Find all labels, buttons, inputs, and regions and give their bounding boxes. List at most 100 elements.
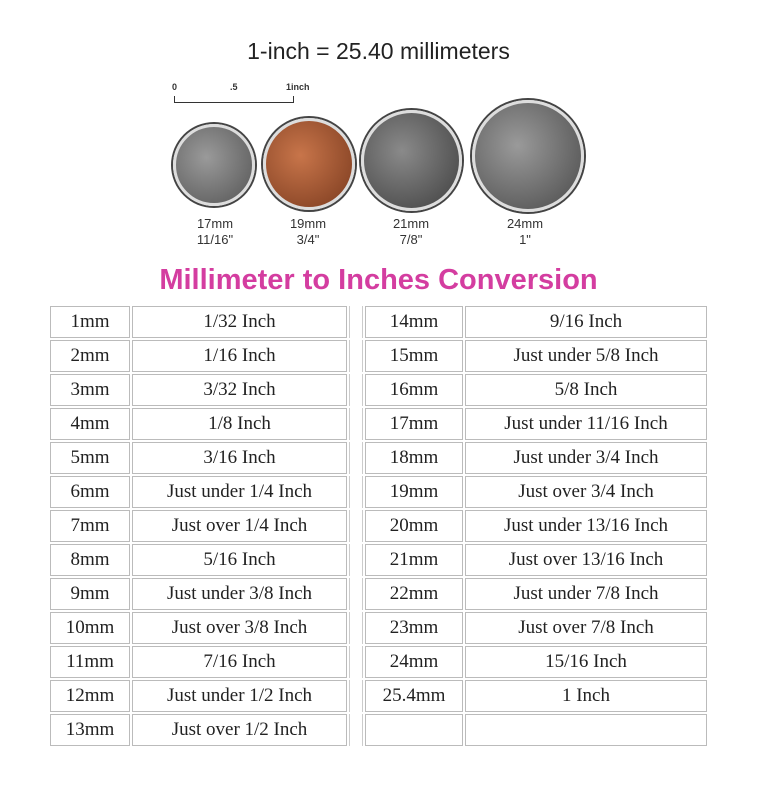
mm-cell: 9mm xyxy=(50,578,130,610)
inch-cell: Just under 3/4 Inch xyxy=(465,442,707,474)
dime-inch: 11/16" xyxy=(196,232,234,247)
column-gap xyxy=(349,714,363,746)
column-gap xyxy=(349,510,363,542)
mm-cell: 20mm xyxy=(365,510,463,542)
inch-cell: Just under 3/8 Inch xyxy=(132,578,347,610)
inch-cell: 7/16 Inch xyxy=(132,646,347,678)
penny-inch: 3/4" xyxy=(296,232,320,247)
mm-cell: 18mm xyxy=(365,442,463,474)
inch-cell xyxy=(465,714,707,746)
inch-cell: 1/16 Inch xyxy=(132,340,347,372)
mm-cell: 11mm xyxy=(50,646,130,678)
column-gap xyxy=(349,306,363,338)
column-gap xyxy=(349,408,363,440)
inch-cell: 1/32 Inch xyxy=(132,306,347,338)
inch-cell: 15/16 Inch xyxy=(465,646,707,678)
quarter-mm: 24mm xyxy=(506,216,544,231)
inch-cell: Just under 7/8 Inch xyxy=(465,578,707,610)
inch-cell: Just over 3/8 Inch xyxy=(132,612,347,644)
mm-cell: 12mm xyxy=(50,680,130,712)
inch-cell: 5/16 Inch xyxy=(132,544,347,576)
column-gap xyxy=(349,442,363,474)
inch-cell: Just under 1/4 Inch xyxy=(132,476,347,508)
mm-cell: 17mm xyxy=(365,408,463,440)
nickel-label: 21mm 7/8" xyxy=(366,216,456,248)
inch-cell: 3/32 Inch xyxy=(132,374,347,406)
mm-cell: 16mm xyxy=(365,374,463,406)
inch-cell: Just under 5/8 Inch xyxy=(465,340,707,372)
scale-bar xyxy=(174,96,294,103)
mm-cell: 4mm xyxy=(50,408,130,440)
mm-cell: 5mm xyxy=(50,442,130,474)
column-gap xyxy=(349,646,363,678)
mm-cell: 3mm xyxy=(50,374,130,406)
inch-cell: Just under 13/16 Inch xyxy=(465,510,707,542)
column-gap xyxy=(349,544,363,576)
table-row: 5mm 3/16 Inch 18mm Just under 3/4 Inch xyxy=(50,442,707,474)
table-row: 8mm 5/16 Inch 21mm Just over 13/16 Inch xyxy=(50,544,707,576)
scale-label-0: 0 xyxy=(172,82,178,92)
penny-mm: 19mm xyxy=(289,216,327,231)
mm-cell: 1mm xyxy=(50,306,130,338)
table-row: 13mm Just over 1/2 Inch xyxy=(50,714,707,746)
inch-cell: 9/16 Inch xyxy=(465,306,707,338)
mm-cell: 8mm xyxy=(50,544,130,576)
mm-cell: 13mm xyxy=(50,714,130,746)
conversion-table: 1mm 1/32 Inch 14mm 9/16 Inch 2mm 1/16 Inch 15m… xyxy=(48,304,709,748)
table-row: 10mm Just over 3/8 Inch 23mm Just over 7/8 … xyxy=(50,612,707,644)
column-gap xyxy=(349,476,363,508)
mm-cell: 14mm xyxy=(365,306,463,338)
inch-cell: 5/8 Inch xyxy=(465,374,707,406)
column-gap xyxy=(349,612,363,644)
dime-coin-image xyxy=(173,124,255,206)
mm-cell: 23mm xyxy=(365,612,463,644)
header-text: 1-inch = 25.40 millimeters xyxy=(247,38,510,64)
mm-cell: 19mm xyxy=(365,476,463,508)
inch-cell: 3/16 Inch xyxy=(132,442,347,474)
nickel-mm: 21mm xyxy=(392,216,430,231)
table-row: 3mm 3/32 Inch 16mm 5/8 Inch xyxy=(50,374,707,406)
table-row: 2mm 1/16 Inch 15mm Just under 5/8 Inch xyxy=(50,340,707,372)
column-gap xyxy=(349,578,363,610)
inch-cell: Just over 3/4 Inch xyxy=(465,476,707,508)
mm-cell: 25.4mm xyxy=(365,680,463,712)
page-title: Millimeter to Inches Conversion xyxy=(159,264,598,296)
inch-scale-ruler: 0 .5 1inch xyxy=(172,82,310,110)
dime-mm: 17mm xyxy=(196,216,234,231)
table-row: 7mm Just over 1/4 Inch 20mm Just under 13/1… xyxy=(50,510,707,542)
mm-cell: 6mm xyxy=(50,476,130,508)
mm-cell: 24mm xyxy=(365,646,463,678)
quarter-inch: 1" xyxy=(519,232,531,247)
penny-label: 19mm 3/4" xyxy=(263,216,353,248)
mm-cell: 22mm xyxy=(365,578,463,610)
inch-cell: Just under 11/16 Inch xyxy=(465,408,707,440)
inch-cell: 1 Inch xyxy=(465,680,707,712)
inch-cell: Just over 7/8 Inch xyxy=(465,612,707,644)
inch-cell: Just over 1/4 Inch xyxy=(132,510,347,542)
column-gap xyxy=(349,680,363,712)
mm-cell: 2mm xyxy=(50,340,130,372)
nickel-coin-image xyxy=(361,110,462,211)
mm-cell: 15mm xyxy=(365,340,463,372)
dime-label: 17mm 11/16" xyxy=(170,216,260,248)
column-gap xyxy=(349,340,363,372)
inch-cell: Just under 1/2 Inch xyxy=(132,680,347,712)
table-row: 9mm Just under 3/8 Inch 22mm Just under 7/8… xyxy=(50,578,707,610)
inch-cell: 1/8 Inch xyxy=(132,408,347,440)
column-gap xyxy=(349,374,363,406)
table-row: 4mm 1/8 Inch 17mm Just under 11/16 Inch xyxy=(50,408,707,440)
mm-cell xyxy=(365,714,463,746)
quarter-coin-image xyxy=(472,100,584,212)
inch-cell: Just over 1/2 Inch xyxy=(132,714,347,746)
mm-cell: 7mm xyxy=(50,510,130,542)
mm-cell: 10mm xyxy=(50,612,130,644)
table-row: 11mm 7/16 Inch 24mm 15/16 Inch xyxy=(50,646,707,678)
table-row: 6mm Just under 1/4 Inch 19mm Just over 3/4 … xyxy=(50,476,707,508)
nickel-inch: 7/8" xyxy=(399,232,423,247)
mm-cell: 21mm xyxy=(365,544,463,576)
inch-cell: Just over 13/16 Inch xyxy=(465,544,707,576)
scale-label-half: .5 xyxy=(230,82,238,92)
quarter-label: 24mm 1" xyxy=(480,216,570,248)
table-row: 12mm Just under 1/2 Inch 25.4mm 1 Inch xyxy=(50,680,707,712)
